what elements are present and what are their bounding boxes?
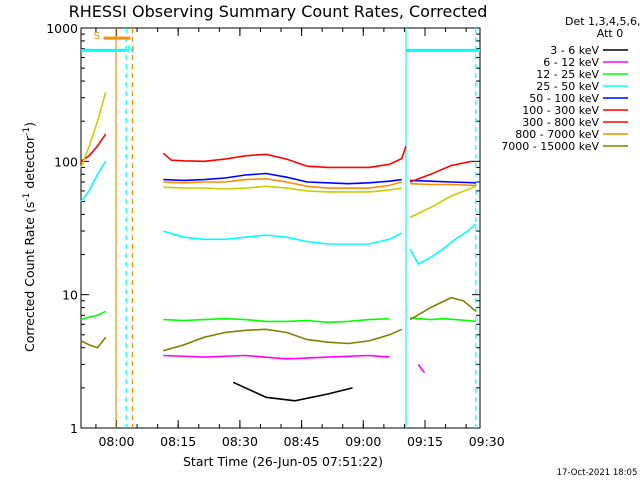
legend-entry-label: 7000 - 15000 keV [501, 140, 599, 153]
legend-entry-label: 3 - 6 keV [550, 44, 599, 57]
chart-title: RHESSI Observing Summary Count Rates, Co… [69, 2, 488, 21]
series-line [410, 179, 476, 184]
legend-entry-label: 50 - 100 keV [529, 92, 599, 105]
legend-entry-label: 25 - 50 keV [536, 80, 599, 93]
series-line [163, 328, 403, 352]
y-tick-label: 100 [54, 154, 78, 169]
series-line [80, 160, 107, 202]
legend-entry-label: 12 - 25 keV [536, 68, 599, 81]
series-line [409, 296, 477, 321]
series-line [80, 91, 107, 168]
legend-header-line-2: Att 0 [597, 27, 623, 40]
legend-entry-label: 300 - 800 keV [522, 116, 599, 129]
night-flag-label: N [127, 44, 134, 55]
x-tick-label: 08:00 [98, 434, 134, 449]
x-tick-label: 09:15 [407, 434, 443, 449]
series-line [163, 185, 402, 193]
series-line [410, 182, 476, 187]
legend-entry-label: 100 - 300 keV [522, 104, 599, 117]
x-tick-label: 09:00 [345, 434, 381, 449]
y-tick-label: 1 [70, 421, 78, 436]
series-line [417, 363, 426, 374]
series-line [163, 230, 403, 245]
series-line [163, 177, 403, 189]
series-line [409, 185, 477, 219]
timestamp: 17-Oct-2021 18:05 [557, 468, 638, 478]
series-line [163, 172, 402, 185]
series-line [409, 223, 477, 265]
x-tick-label: 08:30 [222, 434, 258, 449]
x-tick-label: 08:45 [284, 434, 320, 449]
series-line [162, 145, 407, 169]
legend-entry-label: 800 - 7000 keV [515, 128, 599, 141]
plot-frame [80, 27, 481, 429]
series-line [80, 336, 107, 349]
series-line [409, 160, 472, 183]
y-tick-label: 10 [62, 288, 78, 303]
data-series [80, 91, 477, 402]
legend-header-line-1: Det 1,3,4,5,6,9, [565, 15, 640, 28]
series-line [410, 317, 476, 323]
x-tick-label: 08:15 [160, 434, 196, 449]
x-tick-label: 09:30 [469, 434, 505, 449]
axes: 1 10 100 1000 08:00 08:15 08:30 08:45 09:00 09:15… [46, 21, 505, 449]
saa-flag-label: S [94, 31, 100, 42]
series-line [80, 310, 107, 321]
y-axis-label: Corrected Count Rate (s-1 detector-1) [22, 122, 37, 352]
legend-entry-label: 6 - 12 keV [543, 56, 599, 69]
x-axis-label: Start Time (26-Jun-05 07:51:22) [183, 454, 383, 469]
series-line [163, 317, 390, 324]
observing-markers: SN [81, 28, 480, 428]
y-tick-label: 1000 [46, 21, 78, 36]
series-line [232, 381, 353, 402]
series-line [163, 354, 390, 360]
